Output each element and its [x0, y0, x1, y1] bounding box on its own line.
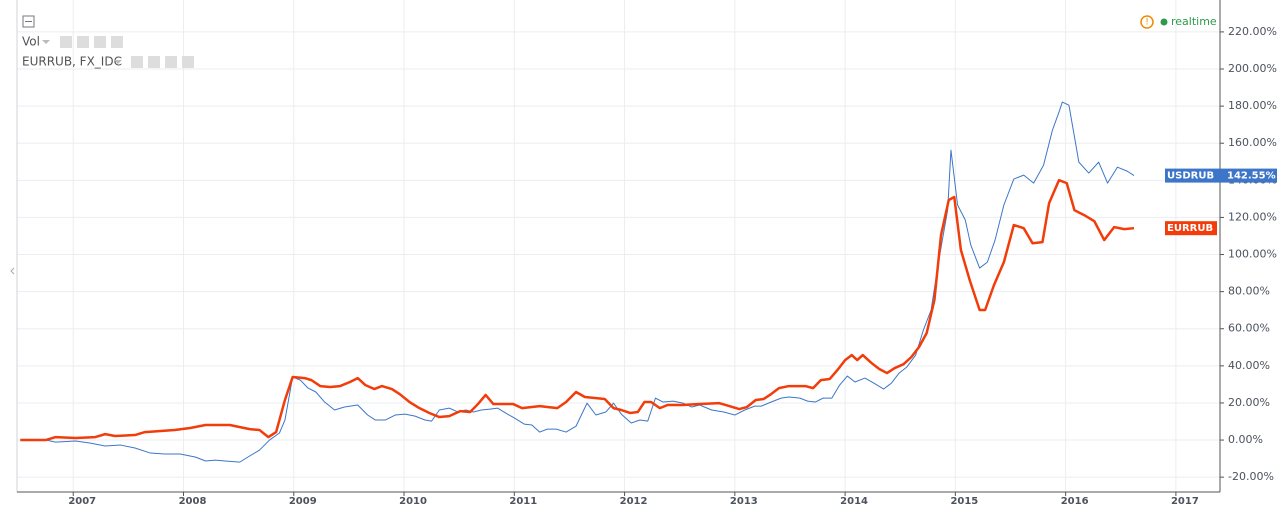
axes: -20.00% 0.00% 20.00% 40.00% 60.00% 80.00% 100.… [68, 25, 1277, 507]
dropdown-icon[interactable] [42, 40, 50, 44]
y-tick-label: 20.00% [1228, 396, 1270, 409]
button[interactable] [165, 56, 177, 68]
x-tick-label: 2011 [509, 496, 537, 507]
price-tag-name: USDRUB [1167, 171, 1214, 182]
y-tick-label: 180.00% [1228, 99, 1277, 112]
button[interactable] [94, 36, 106, 48]
button[interactable] [182, 56, 194, 68]
indicator-buttons [60, 36, 123, 48]
y-tick-label: 200.00% [1228, 62, 1277, 75]
y-tick-label: 40.00% [1228, 359, 1270, 372]
y-tick-label: 60.00% [1228, 322, 1270, 335]
x-tick-label: 2010 [399, 496, 427, 507]
warning-icon[interactable] [1140, 15, 1154, 29]
button[interactable] [131, 56, 143, 68]
symbol-label: EURRUB, FX_IDC [22, 55, 122, 69]
y-tick-label: 120.00% [1228, 210, 1277, 223]
button[interactable] [111, 36, 123, 48]
x-tick-label: 2016 [1061, 496, 1089, 507]
x-tick-label: 2014 [840, 496, 868, 507]
price-tag-name: EURRUB [1167, 223, 1213, 234]
y-tick-label: 80.00% [1228, 285, 1270, 298]
x-tick-label: 2013 [730, 496, 758, 507]
y-tick-label: 0.00% [1228, 433, 1263, 446]
series-line [20, 101, 1135, 463]
x-tick-label: 2017 [1171, 496, 1199, 507]
button[interactable] [60, 36, 72, 48]
y-tick-label: 160.00% [1228, 136, 1277, 149]
series-line [20, 178, 1135, 442]
x-tick-label: 2015 [950, 496, 978, 507]
x-tick-label: 2008 [179, 496, 207, 507]
y-tick-label: 220.00% [1228, 25, 1277, 38]
price-tag: USDRUB 142.55% [1165, 168, 1277, 183]
price-tag: EURRUB [1165, 221, 1217, 236]
indicator-label: Vol [22, 35, 40, 49]
y-tick-label: -20.00% [1228, 470, 1274, 483]
symbol-buttons [131, 56, 194, 68]
warning-mark: ! [1145, 18, 1149, 28]
price-tag-value: 142.55% [1227, 171, 1276, 182]
button[interactable] [77, 36, 89, 48]
status-label: realtime [1171, 15, 1217, 28]
scroll-handle[interactable] [10, 267, 15, 275]
plot [20, 101, 1135, 463]
y-tick-label: 100.00% [1228, 248, 1277, 261]
status-dot [1160, 18, 1168, 26]
x-tick-label: 2012 [620, 496, 648, 507]
x-tick-label: 2007 [68, 496, 96, 507]
dropdown-icon[interactable] [114, 60, 122, 64]
button[interactable] [148, 56, 160, 68]
price-tag-bg [1165, 221, 1217, 236]
grid [17, 0, 1220, 492]
price-tag-bg [1165, 168, 1277, 183]
x-tick-label: 2009 [289, 496, 317, 507]
